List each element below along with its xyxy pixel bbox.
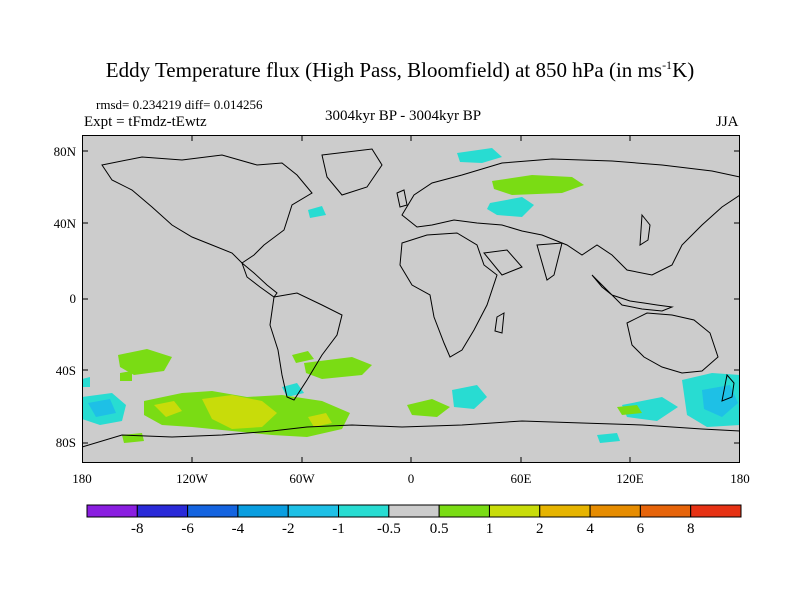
colorbar-swatch <box>338 504 390 518</box>
lat-label-80s: 80S <box>55 435 76 450</box>
colorbar-label: -6 <box>181 521 194 537</box>
colorbar-swatch <box>690 504 742 518</box>
coastlines <box>82 148 740 448</box>
period-label: 3004kyr BP - 3004kyr BP <box>325 108 482 124</box>
lon-label-120w: 120W <box>176 471 208 486</box>
lon-label-180w: 180 <box>72 471 92 486</box>
colorbar-swatch <box>86 504 138 518</box>
colorbar-label: 0.5 <box>429 521 449 537</box>
colorbar-label: 2 <box>536 521 544 537</box>
lat-label-40n: 40N <box>53 216 76 231</box>
map-panel <box>82 135 740 463</box>
experiment-label: Expt = tFmdz-tEwtz <box>84 114 207 130</box>
lon-label-120e: 120E <box>616 471 644 486</box>
anomaly-field <box>82 148 740 443</box>
lon-label-60e: 60E <box>510 471 532 486</box>
season-label: JJA <box>716 114 739 130</box>
colorbar-label: 8 <box>686 521 695 537</box>
title-main: Eddy Temperature flux (High Pass, Bloomf… <box>105 58 663 82</box>
colorbar-label: -8 <box>131 521 144 537</box>
colorbar-swatch <box>287 504 340 518</box>
colorbar-swatch <box>438 504 490 518</box>
colorbar-swatch <box>589 504 641 518</box>
lon-label-0: 0 <box>407 471 415 486</box>
colorbar-label: 4 <box>586 521 594 537</box>
colorbar-swatch <box>136 504 189 518</box>
lon-label-180e: 180 <box>730 471 750 486</box>
title-superscript: -1 <box>662 58 673 72</box>
colorbar-label: 6 <box>636 521 645 537</box>
map-svg <box>82 135 740 463</box>
lat-label-80n: 80N <box>53 144 76 159</box>
colorbar-label: -2 <box>281 521 295 537</box>
lat-label-0: 0 <box>69 291 77 306</box>
title-tail: K) <box>672 58 695 82</box>
colorbar-swatch <box>488 504 541 518</box>
colorbar-swatch <box>187 504 239 518</box>
stats-text: rmsd= 0.234219 diff= 0.014256 <box>96 97 263 112</box>
colorbar <box>86 504 742 518</box>
colorbar-label: -1 <box>332 521 345 537</box>
colorbar-swatch <box>237 504 289 518</box>
colorbar-swatch <box>639 504 692 518</box>
colorbar-swatch <box>539 504 591 518</box>
lon-label-60w: 60W <box>289 471 315 486</box>
colorbar-swatch <box>388 504 440 518</box>
tick-marks <box>82 135 740 463</box>
colorbar-label: 1 <box>485 521 494 537</box>
colorbar-label: -0.5 <box>376 521 401 537</box>
chart-title: Eddy Temperature flux (High Pass, Bloomf… <box>0 58 800 83</box>
lat-label-40s: 40S <box>55 363 76 378</box>
colorbar-label: -4 <box>231 521 245 537</box>
